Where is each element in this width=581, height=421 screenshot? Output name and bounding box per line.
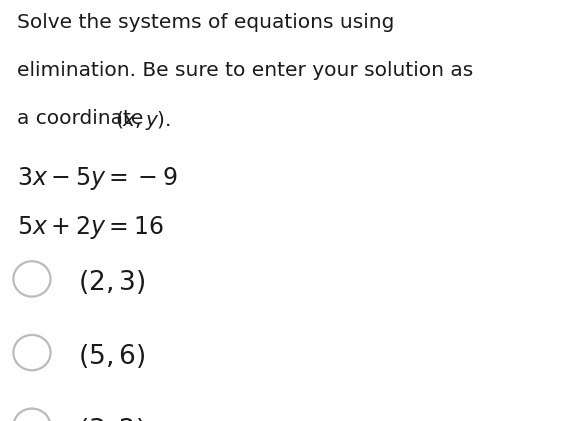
Text: a coordinate: a coordinate (17, 109, 150, 128)
Text: Solve the systems of equations using: Solve the systems of equations using (17, 13, 395, 32)
Text: $(x, y).$: $(x, y).$ (115, 109, 171, 133)
Text: $5x+2y=16$: $5x+2y=16$ (17, 213, 164, 240)
Text: $3x-5y=-9$: $3x-5y=-9$ (17, 165, 178, 192)
Text: elimination. Be sure to enter your solution as: elimination. Be sure to enter your solut… (17, 61, 474, 80)
Text: $(2, 3)$: $(2, 3)$ (78, 268, 146, 296)
Text: $(5, 6)$: $(5, 6)$ (78, 342, 146, 370)
Text: $(3, 2)$: $(3, 2)$ (78, 416, 146, 421)
